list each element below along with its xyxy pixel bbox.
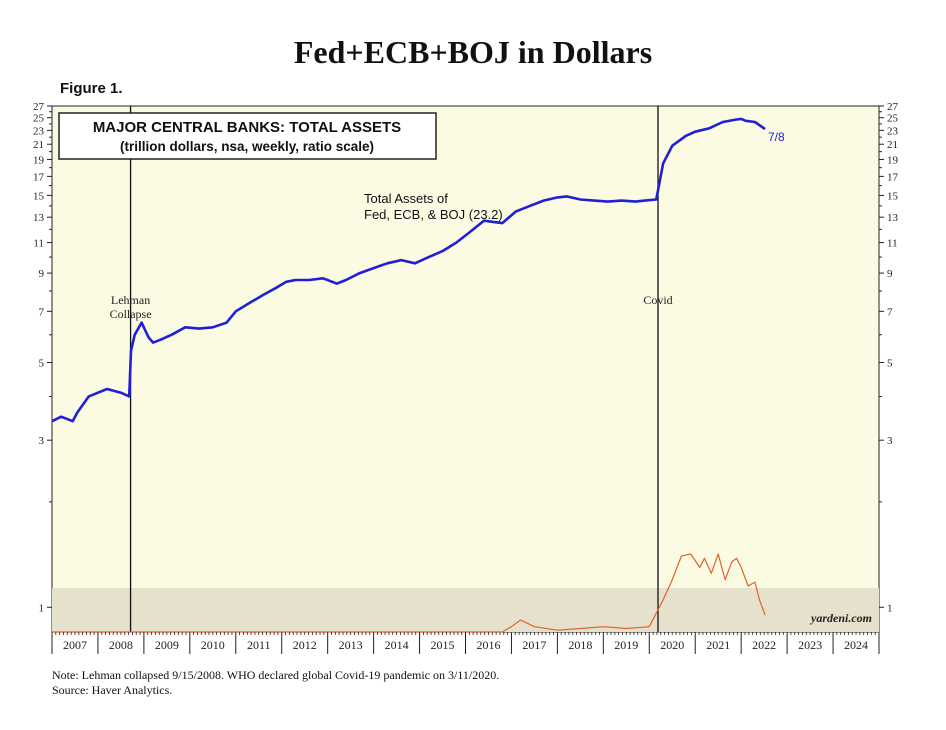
x-tick-label: 2021 [706,638,730,652]
watermark: yardeni.com [809,611,872,625]
y-tick-label-left: 13 [33,212,45,224]
note-line: Note: Lehman collapsed 9/15/2008. WHO de… [52,668,500,682]
x-tick-label: 2011 [247,638,271,652]
y-tick-label-right: 21 [887,139,898,151]
x-tick-label: 2018 [568,638,592,652]
end-value-label: 7/8 [768,130,785,144]
x-tick-label: 2016 [476,638,500,652]
y-tick-label-left: 9 [39,268,45,280]
x-tick-label: 2022 [752,638,776,652]
y-tick-label-left: 25 [33,113,45,125]
y-tick-label-left: 11 [33,238,44,250]
y-tick-label-right: 1 [887,602,893,614]
y-tick-label-left: 17 [33,171,45,183]
chart-notes: Note: Lehman collapsed 9/15/2008. WHO de… [52,668,499,698]
y-tick-label-left: 23 [33,125,45,137]
y-tick-label-left: 5 [39,357,45,369]
event-label: Collapse [110,307,152,321]
event-label: Lehman [111,293,150,307]
y-tick-label-left: 15 [33,190,45,202]
event-label: Covid [643,293,672,307]
legend-subtitle: (trillion dollars, nsa, weekly, ratio sc… [120,139,374,154]
x-tick-label: 2015 [431,638,455,652]
y-tick-label-right: 3 [887,435,893,447]
bottom-band [52,588,879,632]
x-tick-label: 2013 [339,638,363,652]
legend-box [58,112,437,160]
y-tick-label-right: 9 [887,268,893,280]
y-tick-label-left: 27 [33,101,45,113]
legend-title: MAJOR CENTRAL BANKS: TOTAL ASSETS [93,119,401,136]
y-tick-label-right: 19 [887,154,899,166]
total-assets-line [51,117,766,423]
y-tick-label-left: 7 [39,306,45,318]
y-tick-label-left: 19 [33,154,45,166]
y-tick-label-left: 21 [33,139,44,151]
y-tick-label-right: 23 [887,125,899,137]
series-label-line1: Total Assets of [364,191,448,206]
chart-title: Fed+ECB+BOJ in Dollars [293,34,653,70]
x-tick-label: 2019 [614,638,638,652]
x-tick-label: 2008 [109,638,133,652]
series-label-line2: Fed, ECB, & BOJ (23.2) [364,207,503,222]
plot-background [51,105,880,633]
y-tick-label-right: 13 [887,212,899,224]
x-tick-label: 2010 [201,638,225,652]
y-tick-label-right: 5 [887,357,893,369]
x-tick-label: 2017 [522,638,546,652]
y-tick-label-left: 3 [39,435,45,447]
y-tick-label-right: 7 [887,306,893,318]
figure-label: Figure 1. [60,80,123,97]
y-tick-label-right: 15 [887,190,899,202]
y-tick-label-right: 25 [887,113,899,125]
bottom-series-line [52,553,766,633]
x-tick-label: 2007 [63,638,87,652]
x-tick-label: 2020 [660,638,684,652]
x-tick-label: 2023 [798,638,822,652]
x-tick-label: 2012 [293,638,317,652]
y-tick-label-right: 11 [887,238,898,250]
y-tick-label-left: 1 [39,602,45,614]
x-tick-label: 2024 [844,638,868,652]
y-tick-label-right: 27 [887,101,899,113]
y-tick-label-right: 17 [887,171,899,183]
x-tick-label: 2014 [385,638,409,652]
x-tick-label: 2009 [155,638,179,652]
source-line: Source: Haver Analytics. [52,683,173,697]
